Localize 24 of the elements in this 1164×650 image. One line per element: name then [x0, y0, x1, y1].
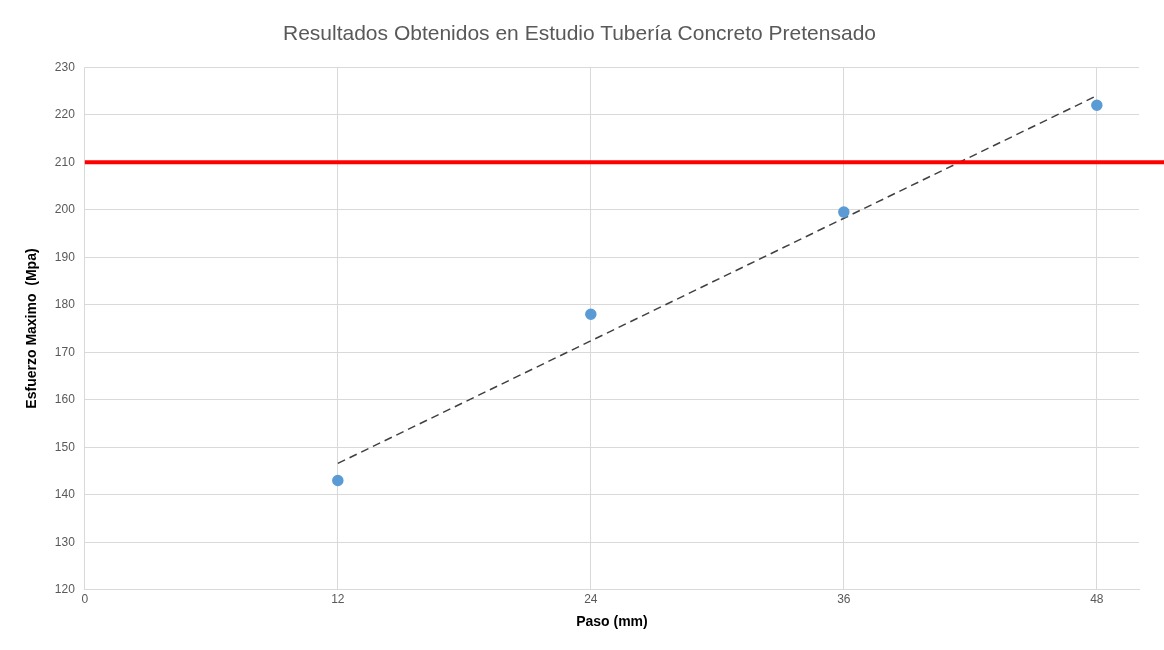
point [838, 206, 850, 218]
x-tick-label: 24 [584, 592, 598, 607]
point [332, 474, 344, 487]
y-tick-label: 210 [54, 154, 76, 169]
y-tick-label: 160 [54, 392, 76, 407]
y-tick-label: 130 [54, 534, 76, 549]
y-tick-label: 220 [54, 107, 76, 122]
x-axis-title: Paso (mm) [576, 613, 648, 630]
y-tick-label: 200 [54, 202, 76, 217]
y-tick-label: 190 [54, 249, 76, 264]
point [585, 308, 597, 320]
y-tick-label: 140 [54, 487, 76, 502]
x-tick-label: 0 [81, 592, 89, 607]
y-tick-label: 120 [54, 582, 76, 597]
point [1091, 99, 1103, 111]
y-tick-label: 180 [54, 297, 76, 312]
y-tick-label: 230 [54, 59, 76, 74]
y-tick-label: 150 [54, 439, 76, 454]
x-tick-label: 12 [331, 592, 345, 607]
chart-title: Resultados Obtenidos en Estudio Tubería Concreto Pretensado [282, 21, 877, 45]
y-axis-title: Esfuerzo Maximo (Mpa) [23, 248, 40, 409]
x-tick-label: 36 [837, 592, 851, 607]
x-tick-label: 48 [1090, 592, 1104, 607]
y-tick-label: 170 [54, 344, 76, 359]
